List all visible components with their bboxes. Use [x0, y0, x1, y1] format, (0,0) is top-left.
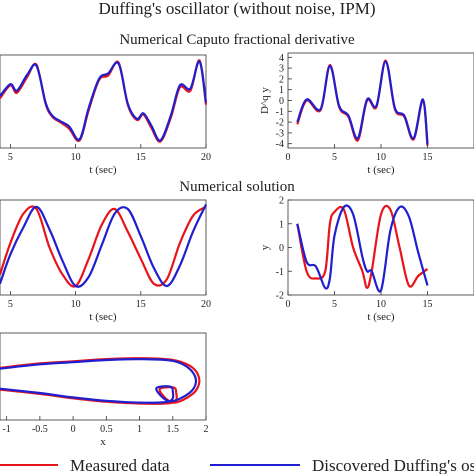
y-tick-label-p2: -2 [276, 118, 284, 129]
y-tick-label-p2: 0 [279, 96, 284, 107]
x-axis-label-p4: t (sec) [367, 311, 395, 323]
x-tick-label-p5: 0.5 [100, 424, 113, 435]
y-axis-label-p2: D^q y [259, 87, 271, 114]
y-tick-label-p2: 3 [279, 64, 284, 75]
series-line-discovered-p3 [0, 204, 207, 288]
x-tick-label-p4: 0 [286, 299, 291, 310]
x-tick-label-p3: 10 [71, 299, 81, 310]
x-tick-label-p1: 5 [8, 152, 13, 163]
series-line-measured-p2 [296, 59, 429, 146]
x-tick-label-p5: 1 [137, 424, 142, 435]
y-tick-label-p2: -4 [276, 139, 284, 150]
x-tick-label-p1: 10 [71, 152, 81, 163]
series-line-measured-p4 [296, 204, 429, 289]
series-line-discovered-p1 [0, 60, 208, 142]
y-tick-label-p4: -1 [276, 267, 284, 278]
x-tick-label-p4: 10 [376, 299, 386, 310]
section-title-derivative: Numerical Caputo fractional derivative [119, 32, 355, 48]
x-tick-label-p3: 20 [201, 299, 211, 310]
chart-p5: -1 -0.5 0 0.5 1 1.5 2 x [0, 332, 209, 448]
chart-p4: 0 5 10 15 -2 -1 0 1 2 t (sec) y [259, 196, 474, 323]
y-tick-label-p2: 2 [279, 74, 284, 85]
x-axis-label-p1: t (sec) [89, 164, 117, 176]
axes-frame-p3 [0, 199, 207, 296]
legend-label-measured: Measured data [70, 456, 170, 474]
x-tick-label-p2: 5 [332, 152, 337, 163]
x-tick-label-p1: 20 [201, 152, 211, 163]
axes-frame-p5 [0, 332, 207, 421]
y-axis-label-p4: y [259, 244, 271, 250]
y-tick-label-p4: 0 [279, 243, 284, 254]
y-tick-label-p2: 1 [279, 85, 284, 96]
axes-frame-p2 [287, 52, 474, 149]
y-tick-label-p2: -1 [276, 107, 284, 118]
x-tick-label-p5: -1 [2, 424, 10, 435]
series-line-discovered-p2 [296, 60, 429, 144]
y-tick-label-p2: -3 [276, 128, 284, 139]
x-tick-label-p1: 15 [136, 152, 146, 163]
series-line-discovered-p4 [296, 204, 429, 293]
x-tick-label-p2: 10 [376, 152, 386, 163]
x-axis-label-p3: t (sec) [89, 311, 117, 323]
x-tick-label-p5: 1.5 [167, 424, 180, 435]
x-tick-label-p2: 15 [423, 152, 433, 163]
y-tick-label-p4: 1 [279, 219, 284, 230]
figure-title: Duffing's oscillator (without noise, IPM… [98, 0, 375, 18]
y-tick-label-p2: 4 [279, 53, 284, 64]
series-line-discovered-p5 [0, 357, 198, 404]
x-tick-label-p4: 5 [332, 299, 337, 310]
chart-p1: 5 10 15 20 t (sec) [0, 54, 211, 176]
chart-p3: 5 10 15 20 t (sec) [0, 199, 211, 323]
x-tick-label-p3: 5 [8, 299, 13, 310]
legend: Measured data Discovered Duffing's osc [0, 456, 474, 474]
section-title-solution: Numerical solution [179, 179, 295, 195]
legend-label-discovered: Discovered Duffing's osc [312, 456, 474, 474]
x-tick-label-p2: 0 [286, 152, 291, 163]
x-axis-label-p5: x [100, 436, 106, 448]
y-tick-label-p4: 2 [279, 196, 284, 207]
x-tick-label-p4: 15 [423, 299, 433, 310]
series-line-measured-p3 [0, 205, 207, 288]
x-tick-label-p3: 15 [136, 299, 146, 310]
y-tick-label-p4: -2 [276, 291, 284, 302]
x-axis-label-p2: t (sec) [367, 164, 395, 176]
x-tick-label-p5: 2 [204, 424, 209, 435]
x-tick-label-p5: -0.5 [32, 424, 48, 435]
x-tick-label-p5: 0 [71, 424, 76, 435]
